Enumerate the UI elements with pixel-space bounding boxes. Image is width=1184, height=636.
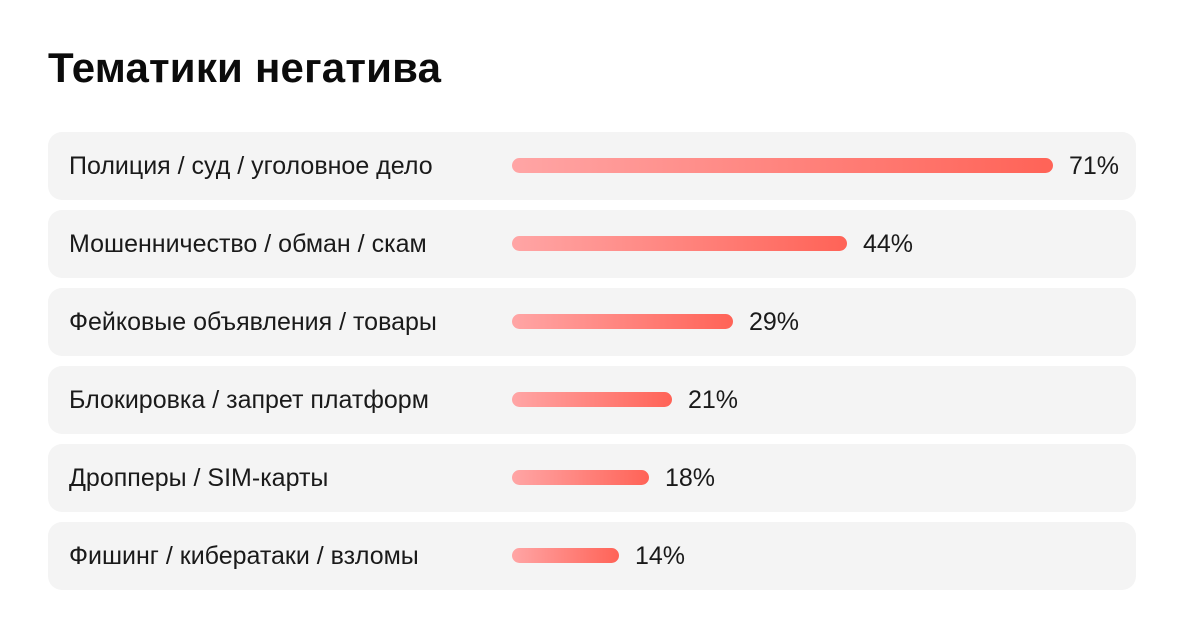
bar [512, 314, 733, 329]
bar [512, 470, 649, 485]
category-label: Фейковые объявления / товары [69, 308, 437, 336]
value-label: 21% [688, 386, 739, 414]
chart-row: Фейковые объявления / товары 29% [48, 288, 1136, 356]
value-label: 71% [1069, 152, 1120, 180]
chart-row: Мошенничество / обман / скам 44% [48, 210, 1136, 278]
value-label: 14% [635, 542, 686, 570]
category-label: Дропперы / SIM-карты [69, 464, 329, 492]
category-label: Полиция / суд / уголовное дело [69, 152, 433, 180]
category-label: Блокировка / запрет платформ [69, 386, 429, 414]
chart-row: Фишинг / кибератаки / взломы 14% [48, 522, 1136, 590]
bar [512, 392, 672, 407]
chart-row: Блокировка / запрет платформ 21% [48, 366, 1136, 434]
value-label: 44% [863, 230, 914, 258]
value-label: 18% [665, 464, 716, 492]
category-label: Фишинг / кибератаки / взломы [69, 542, 419, 570]
category-label: Мошенничество / обман / скам [69, 230, 427, 258]
chart-title: Тематики негатива [48, 44, 442, 91]
bar [512, 548, 619, 563]
bar [512, 236, 847, 251]
value-label: 29% [749, 308, 800, 336]
chart-row: Дропперы / SIM-карты 18% [48, 444, 1136, 512]
bar-chart: Полиция / суд / уголовное дело 71% Мошенни… [48, 132, 1136, 590]
chart-row: Полиция / суд / уголовное дело 71% [48, 132, 1136, 200]
bar [512, 158, 1053, 173]
